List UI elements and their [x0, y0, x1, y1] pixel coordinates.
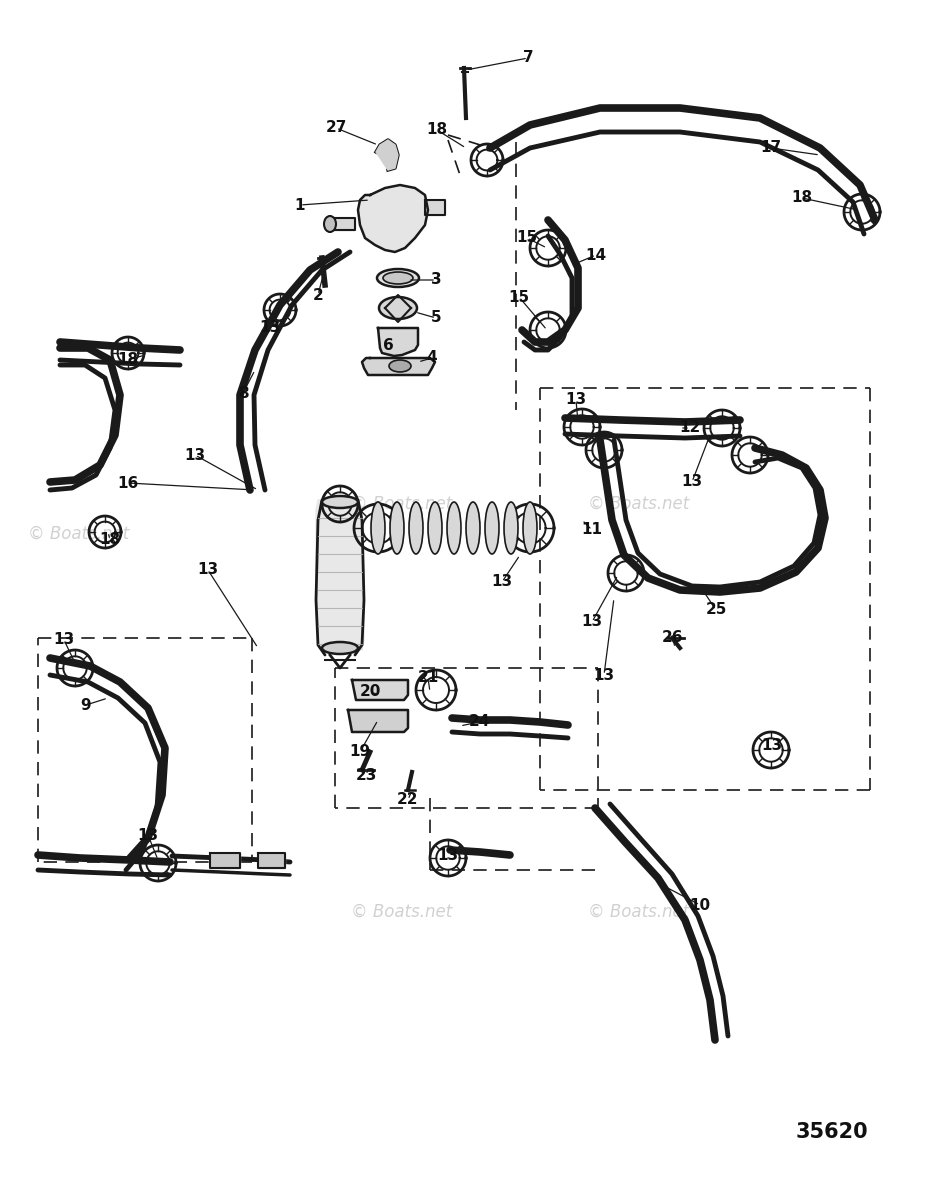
Ellipse shape [322, 496, 358, 508]
Text: 17: 17 [760, 140, 782, 156]
Text: 11: 11 [582, 522, 603, 538]
Text: 13: 13 [184, 448, 206, 462]
Text: 12: 12 [679, 420, 700, 436]
Polygon shape [425, 200, 445, 215]
Text: 26: 26 [662, 630, 683, 646]
Text: 13: 13 [53, 632, 75, 648]
Ellipse shape [466, 502, 480, 554]
Ellipse shape [485, 502, 499, 554]
Text: © Boats.net: © Boats.net [588, 494, 690, 514]
Text: 13: 13 [437, 847, 458, 863]
Text: 22: 22 [398, 792, 419, 808]
Ellipse shape [371, 502, 385, 554]
Text: © Boats.net: © Boats.net [351, 902, 453, 922]
Polygon shape [316, 500, 364, 650]
Polygon shape [330, 218, 355, 230]
Ellipse shape [428, 502, 442, 554]
Text: 2: 2 [312, 288, 324, 302]
Text: 6: 6 [382, 337, 394, 353]
Polygon shape [348, 710, 408, 732]
Text: 13: 13 [593, 667, 615, 683]
Ellipse shape [379, 296, 417, 319]
Text: 18: 18 [118, 353, 139, 367]
Text: 3: 3 [431, 272, 441, 288]
Text: 13: 13 [566, 392, 586, 408]
Text: 15: 15 [516, 230, 537, 246]
Text: 18: 18 [100, 533, 121, 547]
Text: 16: 16 [118, 475, 139, 491]
Text: 7: 7 [523, 50, 533, 66]
Text: 13: 13 [582, 614, 603, 630]
Text: © Boats.net: © Boats.net [351, 494, 453, 514]
Text: 14: 14 [586, 247, 606, 263]
Text: 1: 1 [295, 198, 306, 212]
Text: 23: 23 [355, 768, 377, 782]
Ellipse shape [324, 216, 336, 232]
Ellipse shape [523, 502, 537, 554]
Text: 19: 19 [349, 744, 370, 760]
Text: © Boats.net: © Boats.net [588, 902, 690, 922]
Text: 25: 25 [705, 602, 727, 618]
Polygon shape [376, 140, 398, 170]
Text: 27: 27 [326, 120, 346, 136]
Text: 13: 13 [197, 563, 218, 577]
Ellipse shape [447, 502, 461, 554]
Ellipse shape [389, 360, 411, 372]
Text: 15: 15 [509, 289, 530, 305]
Polygon shape [378, 328, 418, 356]
Text: 5: 5 [431, 311, 441, 325]
Text: 13: 13 [761, 738, 783, 752]
Ellipse shape [390, 502, 404, 554]
Text: 8: 8 [237, 385, 249, 401]
Polygon shape [352, 680, 408, 700]
Polygon shape [362, 358, 435, 374]
Text: 13: 13 [138, 828, 158, 842]
Text: 4: 4 [427, 350, 437, 366]
Text: 18: 18 [791, 191, 812, 205]
Text: © Boats.net: © Boats.net [28, 526, 130, 542]
Text: 20: 20 [360, 684, 381, 700]
Polygon shape [358, 185, 428, 252]
Text: 24: 24 [468, 714, 490, 730]
Ellipse shape [409, 502, 423, 554]
Text: 21: 21 [418, 671, 438, 685]
Polygon shape [258, 853, 285, 868]
Text: 10: 10 [689, 898, 711, 912]
Text: 9: 9 [81, 697, 91, 713]
Text: 13: 13 [681, 474, 702, 490]
Polygon shape [210, 853, 240, 868]
Text: 13: 13 [259, 320, 281, 336]
Ellipse shape [377, 269, 419, 287]
Ellipse shape [322, 642, 358, 654]
Ellipse shape [504, 502, 518, 554]
Text: 18: 18 [426, 122, 448, 138]
Text: 35620: 35620 [795, 1122, 868, 1142]
Text: 13: 13 [492, 575, 512, 589]
Ellipse shape [383, 272, 413, 284]
